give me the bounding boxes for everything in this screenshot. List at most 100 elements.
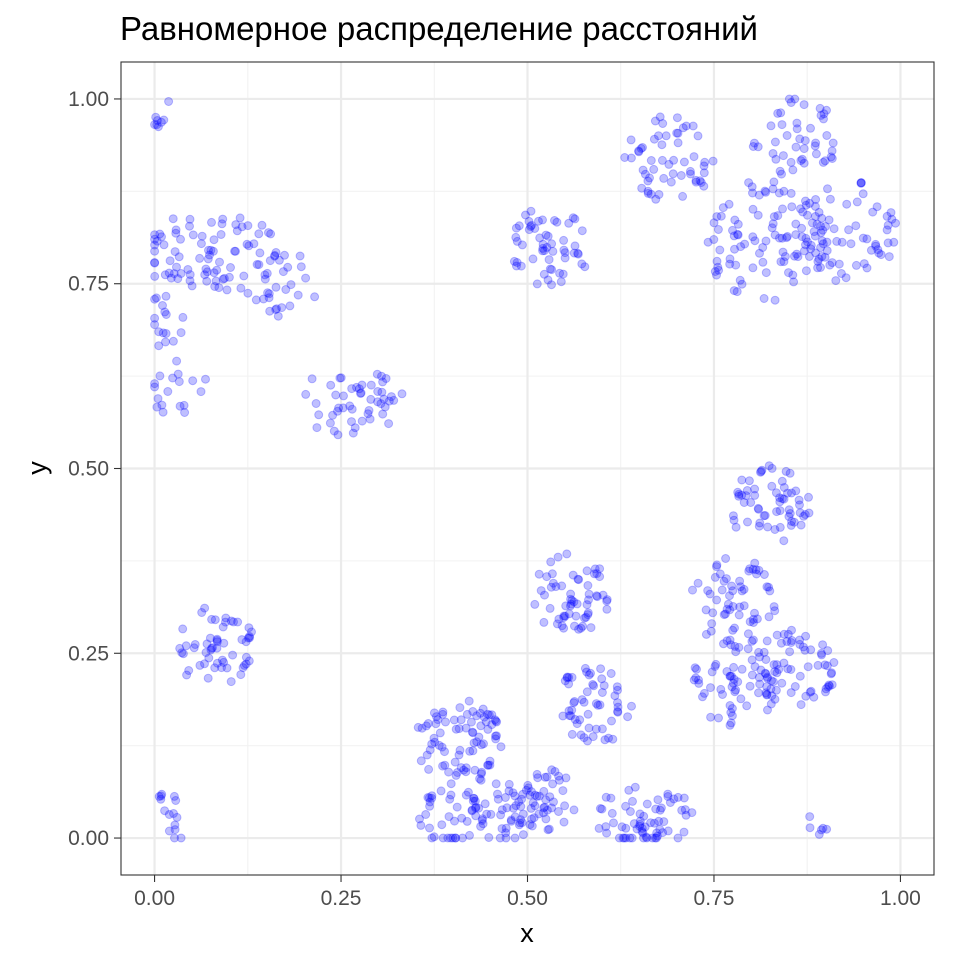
scatter-point — [465, 830, 474, 840]
scatter-point — [795, 671, 805, 681]
scatter-point — [591, 724, 601, 734]
scatter-point — [661, 131, 671, 141]
scatter-point — [150, 271, 160, 281]
scatter-point — [745, 617, 755, 627]
scatter-point — [706, 626, 716, 636]
scatter-point — [462, 816, 472, 826]
scatter-point — [204, 653, 214, 663]
scatter-point — [656, 803, 666, 813]
scatter-point — [170, 825, 180, 835]
scatter-point — [735, 602, 745, 612]
scatter-point — [786, 157, 796, 167]
scatter-point — [689, 675, 699, 685]
scatter-point — [742, 486, 752, 495]
scatter-point — [211, 276, 221, 286]
scatter-point — [564, 679, 574, 689]
scatter-point — [434, 740, 444, 750]
scatter-point — [891, 218, 900, 228]
scatter-point — [728, 602, 738, 611]
scatter-point — [535, 233, 545, 243]
scatter-point — [844, 225, 854, 235]
scatter-point — [567, 705, 577, 715]
scatter-point — [350, 423, 360, 433]
scatter-point — [828, 138, 838, 148]
scatter-point — [594, 823, 604, 833]
scatter-point — [150, 120, 160, 130]
scatter-point — [307, 374, 317, 384]
scatter-point — [491, 716, 501, 726]
scatter-point — [265, 306, 275, 316]
scatter-point — [150, 294, 160, 304]
scatter-point — [325, 418, 335, 428]
scatter-point — [796, 156, 806, 166]
scatter-point — [516, 815, 526, 825]
scatter-point — [472, 737, 482, 747]
scatter-point — [760, 186, 770, 196]
scatter-point — [517, 794, 527, 804]
scatter-point — [577, 259, 587, 269]
scatter-point — [379, 394, 389, 404]
scatter-point — [427, 833, 437, 843]
scatter-point — [818, 157, 828, 167]
scatter-point — [786, 520, 796, 530]
scatter-point — [729, 662, 739, 672]
scatter-point — [770, 525, 780, 534]
scatter-point — [762, 673, 772, 683]
scatter-point — [765, 586, 775, 596]
scatter-point — [274, 255, 284, 265]
scatter-point — [637, 827, 647, 837]
scatter-point — [546, 582, 556, 592]
scatter-point — [265, 256, 275, 266]
scatter-point — [804, 508, 814, 518]
scatter-point — [559, 817, 569, 827]
scatter-point — [582, 667, 592, 677]
scatter-point — [732, 287, 742, 297]
scatter-point — [264, 289, 274, 299]
scatter-point — [251, 295, 261, 305]
scatter-point — [761, 669, 771, 679]
scatter-point — [217, 219, 227, 229]
scatter-point — [476, 775, 486, 785]
scatter-point — [871, 239, 881, 249]
scatter-point — [532, 279, 542, 289]
scatter-point — [218, 214, 228, 224]
scatter-point — [756, 467, 765, 477]
scatter-point — [438, 833, 448, 843]
scatter-point — [663, 789, 673, 799]
scatter-point — [200, 659, 209, 669]
scatter-point — [766, 699, 776, 709]
scatter-point — [668, 169, 678, 179]
scatter-point — [333, 430, 343, 440]
scatter-point — [569, 597, 579, 607]
scatter-point — [216, 230, 226, 239]
scatter-point — [559, 613, 569, 623]
scatter-point — [551, 582, 561, 592]
scatter-point — [156, 791, 166, 801]
scatter-point — [483, 760, 493, 770]
scatter-point — [749, 618, 758, 627]
scatter-point — [373, 397, 383, 407]
scatter-point — [514, 820, 524, 830]
scatter-point — [841, 273, 851, 283]
scatter-point — [770, 606, 780, 616]
scatter-point — [432, 712, 441, 722]
scatter-point — [484, 833, 494, 842]
scatter-point — [659, 173, 669, 183]
scatter-point — [169, 269, 179, 279]
scatter-point — [818, 239, 828, 249]
scatter-point — [786, 688, 796, 698]
scatter-point — [783, 488, 792, 498]
scatter-point — [693, 578, 703, 588]
scatter-point — [280, 250, 289, 260]
scatter-point — [326, 380, 336, 390]
scatter-point — [680, 805, 690, 815]
scatter-point — [477, 767, 487, 777]
scatter-point — [672, 113, 682, 123]
scatter-point — [354, 384, 364, 394]
y-tick-label: 0.50 — [68, 458, 109, 481]
scatter-point — [712, 212, 722, 222]
scatter-point — [539, 803, 549, 813]
scatter-point — [545, 792, 555, 802]
x-tick-label: 1.00 — [880, 887, 921, 910]
scatter-point — [785, 509, 795, 518]
